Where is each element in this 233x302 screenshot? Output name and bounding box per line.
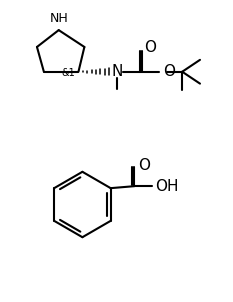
Text: O: O bbox=[144, 40, 156, 56]
Text: N: N bbox=[111, 64, 123, 79]
Text: OH: OH bbox=[155, 179, 179, 194]
Text: O: O bbox=[163, 64, 175, 79]
Text: O: O bbox=[138, 158, 150, 173]
Text: &1: &1 bbox=[62, 68, 75, 78]
Text: NH: NH bbox=[49, 12, 68, 25]
